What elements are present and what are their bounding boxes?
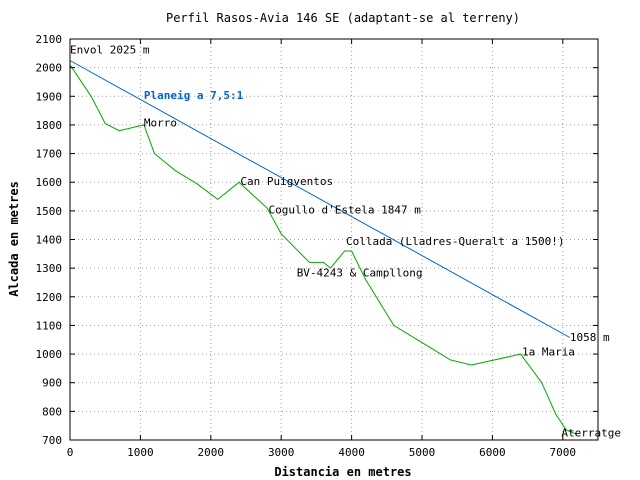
x-tick-label: 1000 [127, 446, 154, 459]
y-tick-label: 800 [42, 405, 62, 418]
x-tick-label: 0 [67, 446, 74, 459]
y-tick-label: 700 [42, 434, 62, 447]
y-tick-label: 1500 [36, 205, 63, 218]
y-tick-label: 1800 [36, 119, 63, 132]
axis-ticks: 0 1000 2000 3000 4000 5000 6000 7000 700 800 900 10… [36, 33, 598, 459]
annotation-label: Envol 2025 m [70, 43, 150, 56]
grid-lines [69, 38, 598, 441]
x-axis-label: Distancia en metres [274, 465, 411, 479]
y-tick-label: 1300 [36, 262, 63, 275]
annotation-label: 1a Maria [522, 346, 575, 359]
y-tick-label: 900 [42, 377, 62, 390]
y-tick-label: 2100 [36, 33, 63, 46]
x-tick-label: 2000 [198, 446, 225, 459]
x-tick-label: 5000 [409, 446, 436, 459]
y-axis-label: Alcada en metres [7, 181, 21, 297]
y-tick-label: 1200 [36, 291, 63, 304]
glide-ratio-line [69, 60, 571, 338]
y-tick-label: 1100 [36, 319, 63, 332]
y-tick-label: 1700 [36, 148, 63, 161]
annotation-label: BV-4243 & Campllong [297, 267, 423, 280]
annotation-label: Planeig a 7,5:1 [144, 89, 244, 102]
annotation-label: Morro [144, 116, 177, 129]
y-tick-label: 2000 [36, 62, 63, 75]
x-tick-label: 7000 [550, 446, 577, 459]
x-tick-label: 6000 [479, 446, 506, 459]
annotations: Envol 2025 m Planeig a 7,5:1 Morro Can Puig… [70, 43, 621, 439]
y-tick-label: 1400 [36, 234, 63, 247]
chart-title: Perfil Rasos-Avia 146 SE (adaptant-se al… [166, 11, 520, 25]
annotation-label: Collada (Lladres-Queralt a 1500!) [346, 235, 565, 248]
annotation-label: Can Puigventos [240, 175, 333, 188]
y-tick-label: 1600 [36, 176, 63, 189]
x-tick-label: 4000 [338, 446, 365, 459]
x-tick-label: 3000 [268, 446, 295, 459]
y-tick-label: 1900 [36, 90, 63, 103]
terrain-profile-line [69, 64, 578, 435]
y-tick-label: 1000 [36, 348, 63, 361]
annotation-label: Cogullo d'Estela 1847 m [269, 204, 422, 217]
annotation-label: Aterratge [561, 427, 621, 440]
series-group [69, 60, 578, 435]
annotation-label: 1058 m [570, 331, 610, 344]
